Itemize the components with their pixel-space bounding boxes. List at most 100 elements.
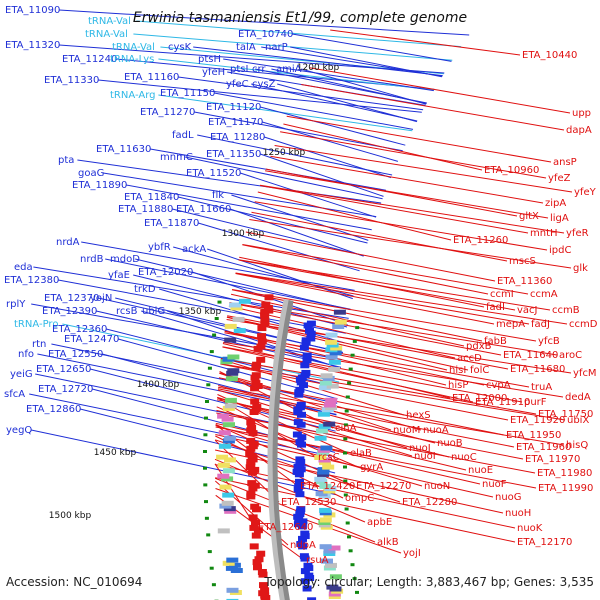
right-gene-label: hisQ [566, 440, 588, 451]
feature-annotation [222, 468, 235, 474]
genome-summary-text: Topology: circular; Length: 3,883,467 bp… [263, 575, 594, 589]
gc-tick [217, 300, 222, 304]
feature-annotation [325, 397, 338, 403]
left-connector [277, 83, 418, 123]
right-gene-label: fadI [486, 302, 505, 313]
right-connector [214, 464, 516, 529]
left-connector [103, 172, 377, 218]
feature-forward [300, 362, 310, 369]
right-gene-label: fabB [484, 336, 507, 347]
feature-reverse [257, 569, 267, 575]
gc-tick [344, 507, 349, 511]
left-gene-label: mnmC [160, 152, 193, 163]
left-gene-label: ETA_11120 [206, 102, 261, 113]
gc-tick [348, 367, 353, 371]
left-gene-label: nrdA [56, 237, 80, 248]
feature-annotation [224, 397, 237, 403]
feature-annotation [225, 565, 238, 571]
feature-annotation [334, 319, 347, 325]
feature-forward [295, 456, 305, 463]
feature-annotation [224, 323, 237, 329]
left-gene-label: ETA_11520 [186, 168, 241, 179]
right-gene-label: ansP [553, 157, 577, 168]
right-gene-label: nuoN [424, 481, 450, 492]
feature-annotation [323, 402, 336, 408]
gc-tick [355, 590, 359, 594]
feature-forward [296, 401, 306, 408]
left-gene-label: ETA_12720 [38, 384, 93, 395]
left-gene-label: tRNA-Pro [14, 319, 58, 330]
feature-annotation [333, 309, 346, 315]
right-connector [286, 115, 552, 163]
left-gene-label: ETA_11870 [144, 218, 199, 229]
feature-annotation [238, 298, 251, 304]
right-connector [217, 399, 524, 460]
right-gene-label: nuoA [423, 425, 449, 436]
right-connector [215, 477, 376, 543]
left-connector [207, 248, 353, 300]
left-connector [264, 136, 392, 179]
right-gene-label: nuoB [437, 438, 463, 449]
feature-forward [306, 320, 316, 327]
feature-annotation [226, 557, 239, 563]
left-gene-label: ETA_11890 [72, 180, 127, 191]
kbp-tick-label: 1200 kbp [297, 63, 340, 73]
left-gene-label: ETA_12470 [64, 334, 119, 345]
feature-forward [293, 419, 303, 426]
right-gene-label: nuoK [517, 523, 543, 534]
gc-tick [206, 383, 211, 387]
left-gene-label: yfeH [202, 67, 225, 78]
left-connector [292, 33, 452, 62]
right-gene-label: folC [470, 365, 489, 376]
left-gene-label: rcsB [116, 306, 138, 317]
feature-annotation [223, 422, 235, 428]
feature-reverse [253, 564, 262, 571]
left-gene-label: ETA_12860 [26, 404, 81, 415]
gc-tick [207, 550, 212, 554]
right-connector [242, 244, 489, 295]
left-gene-label: flk [212, 190, 224, 201]
left-connector [158, 94, 413, 132]
feature-annotation [227, 368, 240, 374]
feature-forward [301, 369, 311, 376]
gc-tick [345, 521, 350, 525]
left-gene-label: ETA_11880 [118, 204, 173, 215]
feature-reverse [257, 325, 267, 332]
right-gene-label: ubiX [567, 415, 589, 426]
left-connector [193, 46, 443, 77]
left-gene-label: ptsH [198, 54, 221, 65]
left-connector [31, 429, 336, 496]
feature-annotation [325, 562, 337, 568]
left-gene-label: tRNA-Lys [110, 54, 154, 65]
right-gene-label: rcsC [318, 452, 340, 463]
feature-forward [299, 553, 309, 560]
feature-annotation [323, 548, 336, 554]
ring-backbone [272, 300, 294, 600]
left-gene-label: ETA_11630 [96, 144, 151, 155]
feature-reverse [248, 514, 258, 521]
right-connector [301, 84, 565, 131]
feature-reverse [250, 503, 260, 510]
left-connector [231, 194, 369, 241]
right-connector [215, 422, 481, 485]
right-connector [270, 155, 544, 204]
left-gene-label: tRNA-Val [112, 42, 155, 53]
feature-annotation [228, 562, 241, 568]
gc-tick [343, 423, 348, 427]
left-connector [214, 92, 414, 130]
right-gene-label: ccmI [490, 289, 514, 300]
label-connector-lines [29, 9, 573, 561]
left-gene-label: ETA_11660 [176, 204, 231, 215]
gc-tick [203, 466, 207, 470]
left-gene-label: ETA_11240 [62, 54, 117, 65]
gc-tick [352, 577, 357, 581]
feature-annotation [323, 565, 336, 571]
left-gene-label: mdoD [110, 254, 140, 265]
gc-tick [203, 450, 207, 453]
gc-tick [352, 339, 357, 343]
feature-reverse [250, 466, 260, 473]
feature-reverse [261, 301, 271, 308]
left-connector [98, 79, 422, 113]
left-connector [29, 393, 336, 458]
feature-annotation [329, 574, 342, 580]
